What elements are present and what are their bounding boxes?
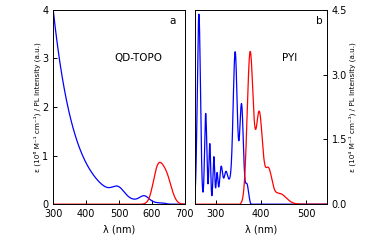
Text: b: b	[316, 16, 323, 26]
X-axis label: λ (nm): λ (nm)	[103, 225, 135, 235]
X-axis label: λ (nm): λ (nm)	[245, 225, 277, 235]
Y-axis label: ε (10⁶ M⁻¹ cm⁻¹) / PL Intensity (a.u.): ε (10⁶ M⁻¹ cm⁻¹) / PL Intensity (a.u.)	[33, 42, 41, 172]
Y-axis label: ε (10⁴ M⁻¹ cm⁻¹) / PL Intensity (a.u.): ε (10⁴ M⁻¹ cm⁻¹) / PL Intensity (a.u.)	[348, 42, 356, 172]
Text: PYI: PYI	[282, 53, 298, 62]
Text: QD-TOPO: QD-TOPO	[115, 53, 163, 62]
Text: a: a	[169, 16, 176, 26]
